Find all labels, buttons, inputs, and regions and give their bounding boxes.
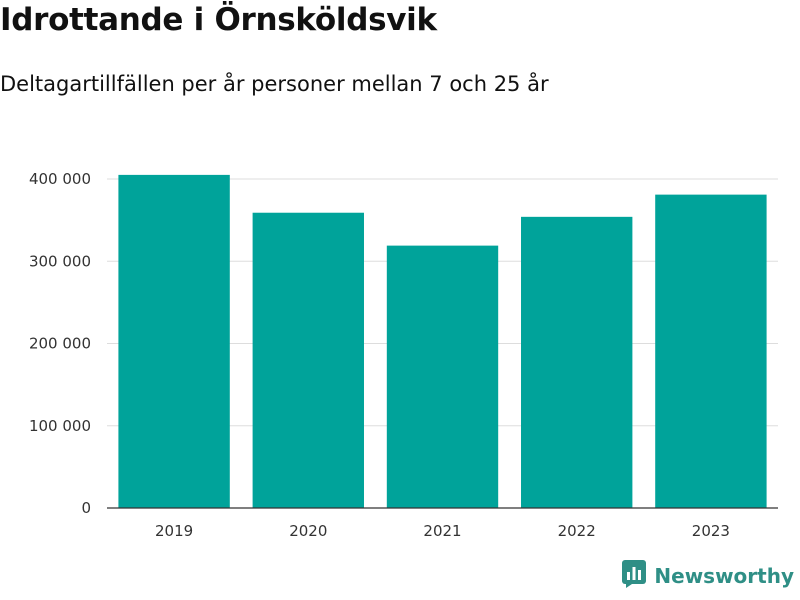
newsworthy-brand: Newsworthy (622, 560, 794, 592)
x-tick-label: 2020 (289, 522, 327, 540)
bar (655, 194, 767, 508)
bar (386, 245, 499, 508)
y-tick-label: 200 000 (29, 335, 91, 353)
chart-subtitle: Deltagartillfällen per år personer mella… (0, 72, 549, 96)
x-tick-label: 2022 (558, 522, 596, 540)
x-tick-label: 2019 (155, 522, 193, 540)
x-tick-label: 2023 (692, 522, 730, 540)
y-tick-label: 400 000 (29, 170, 91, 188)
bar (252, 212, 364, 508)
bar (521, 216, 633, 508)
bar (118, 174, 230, 508)
x-tick-label: 2021 (423, 522, 461, 540)
newsworthy-logo-icon (622, 560, 647, 592)
y-tick-label: 100 000 (29, 417, 91, 435)
y-tick-label: 0 (81, 499, 91, 517)
brand-name: Newsworthy (654, 564, 794, 588)
chart-title: Idrottande i Örnsköldsvik (0, 2, 437, 38)
y-tick-label: 300 000 (29, 252, 91, 270)
